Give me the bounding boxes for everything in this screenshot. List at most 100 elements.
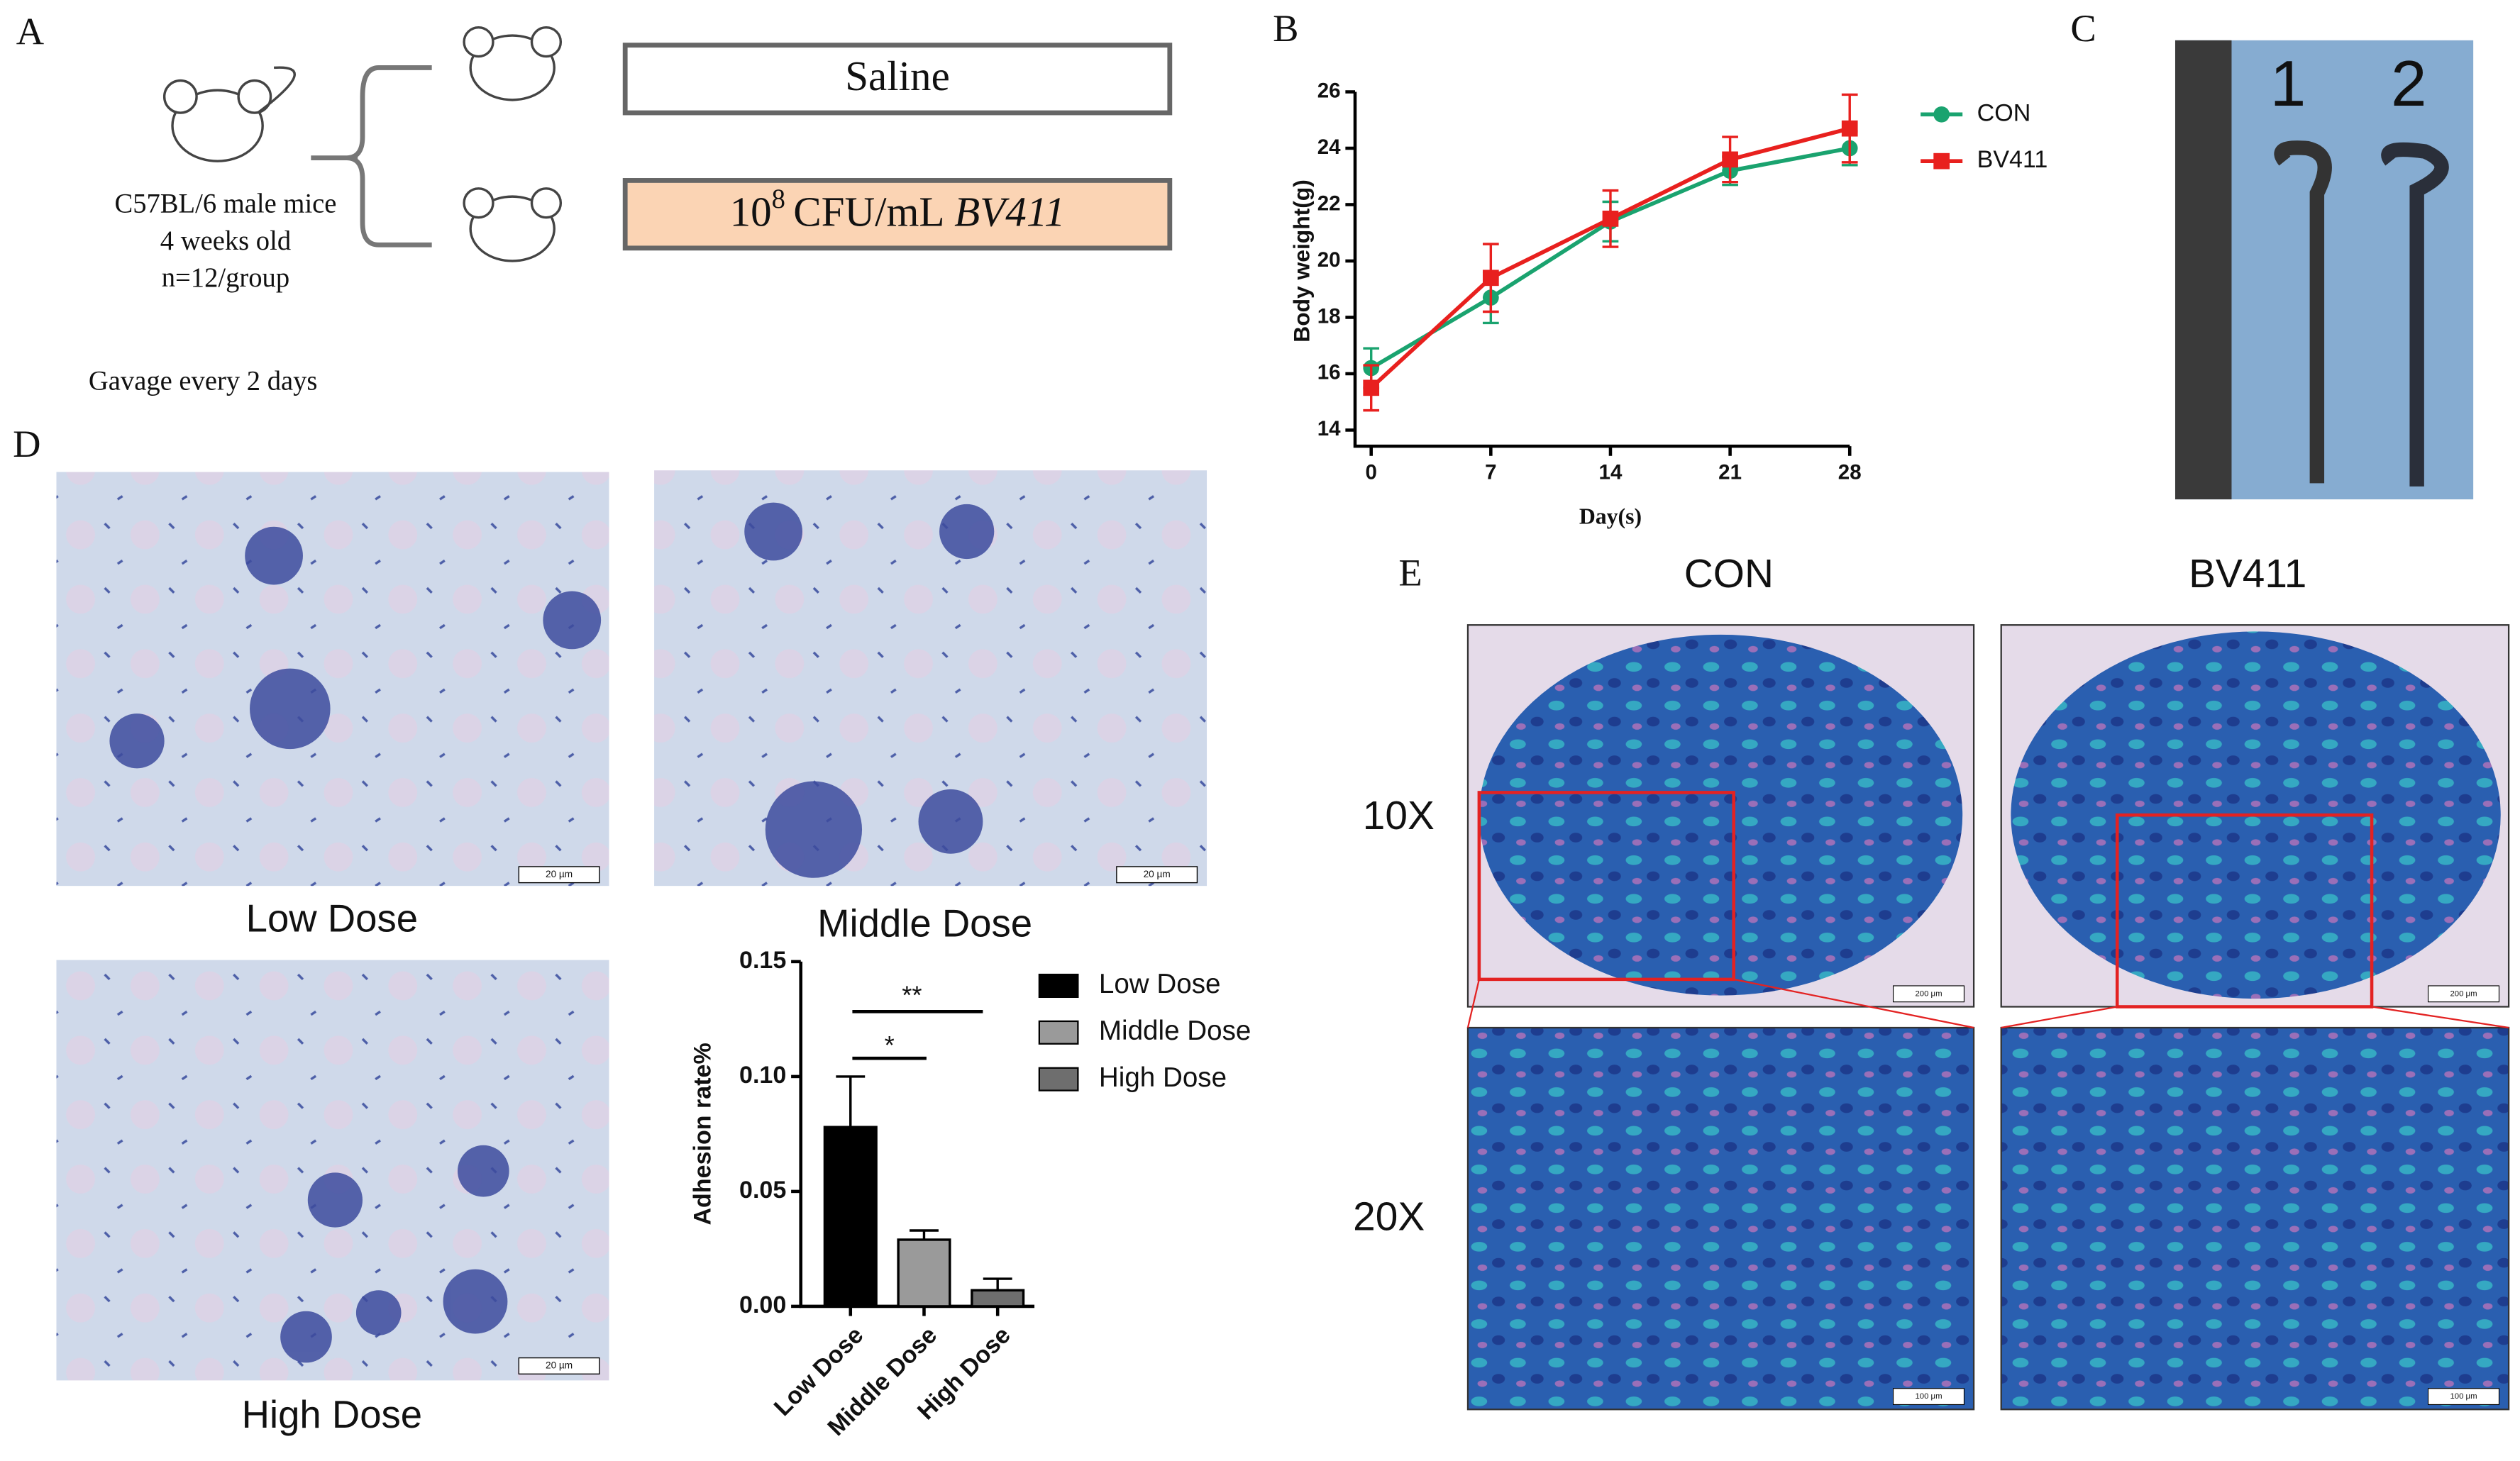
mouse-info: 4 weeks old bbox=[160, 226, 291, 256]
zoom-line bbox=[1466, 978, 2509, 1029]
legend-label: BV411 bbox=[1977, 146, 2048, 173]
y-tick-label: 0.00 bbox=[739, 1291, 786, 1318]
y-tick-label: 26 bbox=[1317, 79, 1341, 102]
legend-swatch bbox=[1038, 1020, 1079, 1045]
marker bbox=[1841, 120, 1858, 137]
sample-label: 2 bbox=[2391, 48, 2427, 120]
group-label: 108 CFU/mL BV411 bbox=[730, 184, 1066, 235]
ruler bbox=[2174, 40, 2232, 500]
mouse-info: C57BL/6 male mice bbox=[114, 189, 336, 219]
scale-bar bbox=[518, 1357, 600, 1374]
series-line bbox=[1370, 146, 1850, 370]
caption: Low Dose bbox=[246, 897, 418, 940]
y-tick-label: 20 bbox=[1317, 248, 1341, 272]
series-line bbox=[1369, 126, 1850, 389]
bar bbox=[823, 1126, 878, 1308]
row-header: 20X bbox=[1353, 1194, 1425, 1239]
y-tick-label: 16 bbox=[1317, 361, 1341, 384]
cells bbox=[109, 502, 995, 1363]
legend-marker bbox=[1933, 152, 1950, 170]
scale-bar-label: 200 μm bbox=[2450, 989, 2477, 998]
x-tick-label: 7 bbox=[1485, 461, 1496, 484]
x-tick-label: 21 bbox=[1718, 461, 1742, 484]
scale-bar-label: 100 μm bbox=[1915, 1392, 1942, 1401]
significance: ** bbox=[902, 980, 922, 1009]
bracket bbox=[311, 65, 432, 248]
error-bar bbox=[983, 1277, 1012, 1291]
y-tick-label: 14 bbox=[1317, 417, 1341, 440]
marker bbox=[1602, 211, 1619, 227]
significance: * bbox=[885, 1031, 895, 1060]
panel-label: C bbox=[2070, 6, 2096, 50]
caption: Middle Dose bbox=[817, 901, 1032, 945]
zoom-box bbox=[2115, 813, 2374, 1009]
column-header: CON bbox=[1684, 552, 1774, 596]
scale-bar-label: 20 µm bbox=[1144, 869, 1171, 879]
y-tick-label: 22 bbox=[1317, 191, 1341, 215]
micrograph bbox=[56, 960, 609, 1381]
y-tick-label: 0.15 bbox=[739, 947, 786, 974]
colon-section bbox=[1479, 634, 1963, 996]
panel-label: D bbox=[13, 422, 40, 465]
mouse-icon bbox=[463, 187, 563, 262]
legend-label: Low Dose bbox=[1099, 969, 1221, 999]
marker bbox=[1482, 270, 1499, 287]
panel-label: B bbox=[1273, 6, 1298, 50]
dose-base: 10 bbox=[730, 188, 772, 235]
x-tick-label: 0 bbox=[1365, 461, 1376, 484]
group-box bbox=[622, 43, 1173, 116]
significance-line bbox=[852, 1010, 983, 1060]
scale-bar bbox=[518, 866, 600, 884]
histology bbox=[2000, 1026, 2510, 1411]
scale-bars bbox=[1892, 985, 2500, 1406]
y-axis-label: Body weight(g) bbox=[1289, 179, 1315, 343]
scale-bar-label: 20 µm bbox=[546, 869, 573, 879]
group-box bbox=[622, 178, 1173, 251]
error-bar bbox=[910, 1229, 939, 1240]
x-axis-label: Day(s) bbox=[1579, 504, 1642, 529]
x-tick-label: 28 bbox=[1838, 461, 1862, 484]
y-axis-label: Adhesion rate% bbox=[689, 1043, 716, 1225]
marker bbox=[1363, 379, 1380, 396]
y-tick-label: 18 bbox=[1317, 304, 1341, 328]
zoom-box bbox=[1477, 791, 1735, 982]
schedule: Gavage every 2 days bbox=[89, 366, 318, 396]
scale-bar bbox=[1116, 866, 1198, 884]
panel-label: A bbox=[16, 10, 44, 53]
axis bbox=[1353, 91, 1850, 448]
intestine bbox=[2274, 140, 2332, 484]
row-header: 10X bbox=[1363, 794, 1435, 838]
sample-label: 1 bbox=[2270, 48, 2306, 120]
group-label: Saline bbox=[845, 52, 950, 99]
bar bbox=[897, 1238, 951, 1308]
column-header: BV411 bbox=[2189, 552, 2306, 596]
mouse-info: n=12/group bbox=[162, 263, 289, 293]
y-tick-label: 0.10 bbox=[739, 1062, 786, 1089]
marker bbox=[1722, 151, 1738, 168]
legend-marker bbox=[1933, 106, 1950, 123]
scale-bar-label: 200 μm bbox=[1915, 989, 1942, 998]
legend-label: CON bbox=[1977, 99, 2031, 126]
error-bar bbox=[836, 1075, 866, 1128]
bar bbox=[971, 1289, 1025, 1308]
caption: High Dose bbox=[242, 1393, 422, 1436]
intestine bbox=[2381, 142, 2449, 487]
strain: BV411 bbox=[954, 188, 1065, 235]
mouse-icon bbox=[463, 26, 563, 101]
micrograph bbox=[56, 472, 609, 887]
legend-swatch bbox=[1038, 1067, 1079, 1091]
mouse-icon bbox=[162, 66, 296, 162]
x-tick-label: 14 bbox=[1599, 461, 1623, 484]
dose-exponent: 8 bbox=[772, 184, 785, 214]
panel-label: E bbox=[1398, 551, 1422, 594]
histology bbox=[1466, 1026, 1975, 1411]
dose-unit: CFU/mL bbox=[793, 188, 944, 235]
y-tick-label: 24 bbox=[1317, 135, 1341, 159]
legend-label: High Dose bbox=[1099, 1062, 1227, 1093]
legend-swatch bbox=[1038, 973, 1079, 999]
y-tick-label: 0.05 bbox=[739, 1177, 786, 1204]
scale-bar-label: 20 µm bbox=[546, 1360, 573, 1371]
legend-label: Middle Dose bbox=[1099, 1016, 1251, 1046]
scale-bar-label: 100 μm bbox=[2450, 1392, 2477, 1401]
